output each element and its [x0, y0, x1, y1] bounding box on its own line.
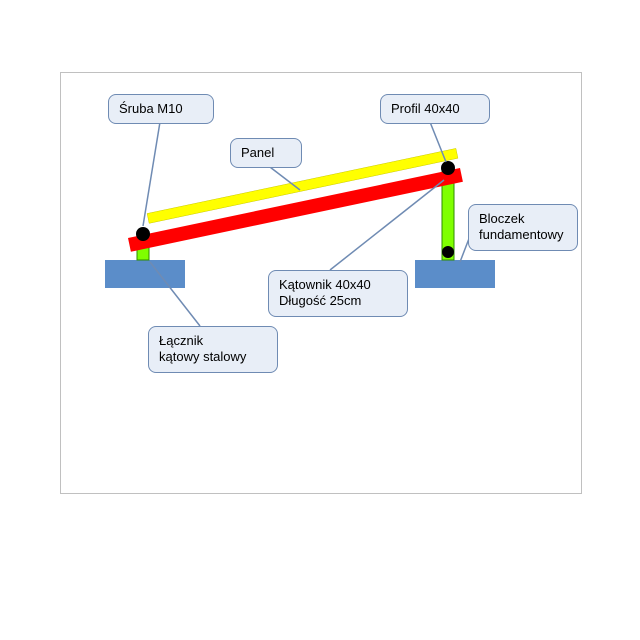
diagram-svg — [0, 0, 640, 640]
callout-sruba: Śruba M10 — [108, 94, 214, 124]
callout-panel: Panel — [230, 138, 302, 168]
callout-profil: Profil 40x40 — [380, 94, 490, 124]
callout-bloczek: Bloczek fundamentowy — [468, 204, 578, 251]
callout-lacznik: Łącznik kątowy stalowy — [148, 326, 278, 373]
callout-katownik: Kątownik 40x40 Długość 25cm — [268, 270, 408, 317]
